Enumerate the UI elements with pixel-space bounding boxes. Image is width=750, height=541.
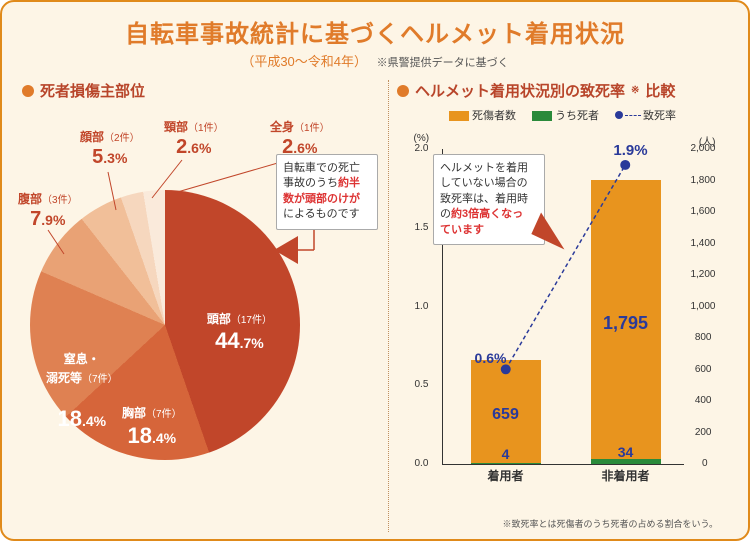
subtitle-note: ※県警提供データに基づく bbox=[377, 57, 509, 69]
rtick: 1,600 bbox=[690, 206, 715, 217]
xlab-wear: 着用者 bbox=[471, 467, 541, 484]
rate-nowear-label: 1.9% bbox=[601, 142, 661, 159]
xlab-nowear: 非着用者 bbox=[591, 467, 661, 484]
bar-callout: ヘルメットを着用 していない場合の 致死率は、着用時 の約3倍高くなっ ています bbox=[433, 154, 545, 245]
rtick: 2,000 bbox=[690, 143, 715, 154]
legend-injured: 死傷者数 bbox=[449, 107, 516, 123]
ltick: 1.0 bbox=[415, 301, 429, 312]
rtick: 1,400 bbox=[690, 238, 715, 249]
rtick: 1,200 bbox=[690, 269, 715, 280]
rtick: 600 bbox=[695, 364, 712, 375]
pie-label-head: 頭部（17件） 44.7% bbox=[207, 310, 272, 354]
rtick: 800 bbox=[695, 332, 712, 343]
bar-wear-dth-label: 4 bbox=[471, 446, 541, 462]
pie-callout: 自転車での死亡 事故のうち約半 数が頭部のけが によるものです bbox=[276, 154, 378, 230]
right-panel: ヘルメット着用状況別の致死率※比較 死傷者数 うち死者 致死率 (%) (人) … bbox=[397, 80, 728, 532]
pie-label-chest: 胸部（7件） 18.4% bbox=[122, 404, 182, 448]
pie-section-title: 死者損傷主部位 bbox=[22, 80, 380, 101]
rtick: 200 bbox=[695, 427, 712, 438]
legend-rate: 致死率 bbox=[615, 107, 676, 123]
legend-deaths: うち死者 bbox=[532, 107, 599, 123]
rate-wear-label: 0.6% bbox=[461, 350, 521, 366]
rtick: 0 bbox=[702, 458, 708, 469]
pie-label-suffoc: 窒息・ 溺死等（7件） 18.4% bbox=[46, 332, 118, 431]
rtick: 1,000 bbox=[690, 301, 715, 312]
bar-legend: 死傷者数 うち死者 致死率 bbox=[397, 107, 728, 123]
bar-wear-inj-label: 659 bbox=[471, 406, 541, 424]
infographic-page: 自転車事故統計に基づくヘルメット着用状況 （平成30～令和4年） ※県警提供デー… bbox=[0, 0, 750, 541]
subtitle-period: （平成30～令和4年） bbox=[241, 54, 367, 69]
rtick: 400 bbox=[695, 395, 712, 406]
left-panel: 死者損傷主部位 頭部（17件） 44.7% 胸部（7件） 18.4% 窒息・ 溺… bbox=[22, 80, 380, 532]
ltick: 2.0 bbox=[415, 143, 429, 154]
rtick: 1,800 bbox=[690, 175, 715, 186]
subtitle: （平成30～令和4年） ※県警提供データに基づく bbox=[22, 51, 728, 70]
ltick: 0.0 bbox=[415, 458, 429, 469]
bar-section-title: ヘルメット着用状況別の致死率※比較 bbox=[397, 80, 728, 101]
main-title: 自転車事故統計に基づくヘルメット着用状況 bbox=[22, 14, 728, 49]
bar-wear-deaths bbox=[471, 463, 541, 464]
pie-label-abdom: 腹部（3件） 7.9% bbox=[18, 190, 78, 231]
ltick: 0.5 bbox=[415, 379, 429, 390]
bar-nowear-dth-label: 34 bbox=[591, 444, 661, 460]
bar-nowear-inj-label: 1,795 bbox=[591, 313, 661, 334]
pie-label-face: 顔部（2件） 5.3% bbox=[80, 128, 140, 169]
columns: 死者損傷主部位 頭部（17件） 44.7% 胸部（7件） 18.4% 窒息・ 溺… bbox=[22, 80, 728, 532]
ltick: 1.5 bbox=[415, 222, 429, 233]
pie-label-neck: 頸部（1件） 2.6% bbox=[164, 118, 224, 159]
bar-footnote: ※致死率とは死傷者のうち死者の占める割合をいう。 bbox=[503, 517, 718, 530]
vertical-divider bbox=[388, 80, 389, 532]
